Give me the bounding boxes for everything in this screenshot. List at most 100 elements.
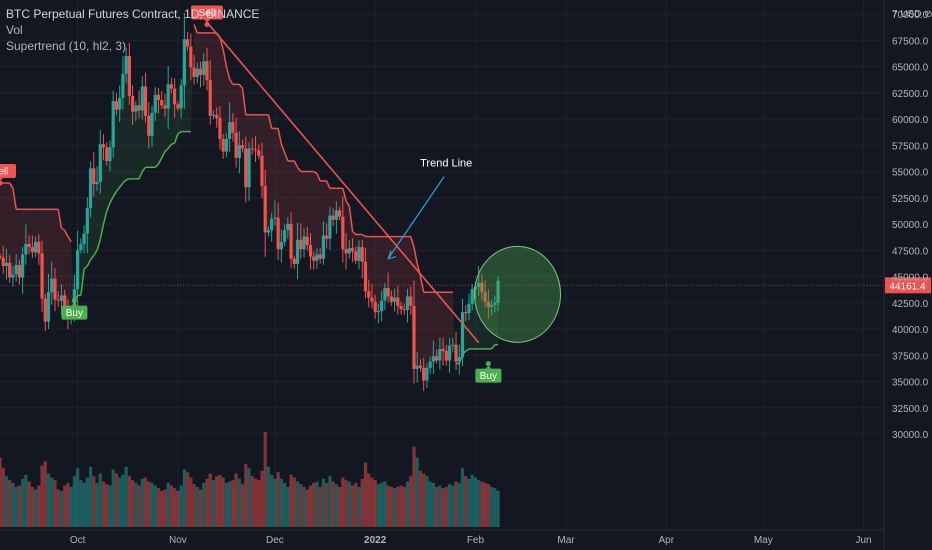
volume-bar: [179, 485, 183, 527]
candle-body: [33, 241, 38, 253]
candle-body: [221, 138, 225, 152]
candle-body: [315, 254, 319, 261]
candle-body: [328, 215, 332, 239]
supertrend-up-line: [80, 269, 85, 296]
sell-signal-label: Sell: [199, 8, 216, 19]
supertrend-fill: [116, 98, 120, 192]
candle-body: [98, 144, 102, 182]
candle-body: [0, 255, 2, 258]
supertrend-down-line: [342, 188, 347, 202]
candle-body: [228, 122, 232, 139]
candle-body: [105, 147, 109, 161]
volume-bar: [221, 477, 225, 527]
highlight-circle: [473, 245, 561, 343]
volume-bar: [312, 482, 316, 527]
indicator-legend-label[interactable]: Supertrend (10, hl2, 3): [6, 39, 127, 53]
candle-body: [295, 239, 300, 264]
supertrend-down-line: [283, 152, 289, 162]
supertrend-fill: [491, 302, 495, 349]
volume-bar: [244, 464, 248, 527]
volume-bar: [470, 474, 474, 527]
candle-body: [131, 95, 135, 112]
buy-signal-box: [61, 305, 88, 320]
candle-body: [173, 88, 177, 105]
supertrend-fill: [103, 147, 107, 224]
supertrend-fill: [407, 236, 411, 306]
candle-body: [76, 250, 80, 290]
supertrend-fill: [316, 173, 321, 259]
x-tick-label: Apr: [658, 535, 674, 546]
supertrend-up-line: [99, 223, 105, 240]
candle-body: [263, 186, 267, 233]
volume-bar: [27, 481, 31, 527]
supertrend-down-line: [313, 170, 318, 175]
y-tick-label: 67500.0: [892, 36, 929, 47]
supertrend-down-line: [238, 83, 244, 90]
candle-body: [43, 298, 47, 322]
volume-bar: [477, 480, 481, 527]
candle-body: [464, 312, 468, 314]
volume-bar: [192, 484, 196, 527]
volume-bar: [46, 473, 51, 527]
supertrend-down-line: [64, 229, 69, 237]
candle-body: [431, 356, 435, 362]
y-tick-label: 65000.0: [892, 63, 929, 74]
candle-body: [17, 264, 22, 278]
volume-legend-label[interactable]: Vol: [6, 23, 23, 37]
x-tick-label: Oct: [70, 535, 86, 546]
supertrend-fill: [32, 209, 36, 253]
supertrend-fill: [294, 161, 298, 264]
supertrend-down-line: [325, 180, 331, 189]
candle-body: [470, 289, 474, 304]
volume-bar: [270, 474, 274, 527]
volume-bar: [211, 480, 216, 527]
volume-bar: [299, 484, 303, 527]
volume-bar: [331, 481, 335, 527]
volume-bar: [367, 473, 371, 527]
supertrend-fill: [3, 183, 7, 266]
supertrend-fill: [93, 182, 98, 256]
volume-bar: [483, 482, 487, 527]
volume-bar: [273, 478, 277, 527]
volume-bar: [354, 482, 358, 527]
volume-bar: [231, 480, 235, 527]
supertrend-fill: [12, 188, 17, 275]
volume-bar: [444, 486, 448, 527]
candle-body: [59, 295, 64, 301]
volume-bar: [176, 490, 180, 527]
volume-bar: [92, 476, 96, 527]
candle-body: [240, 145, 245, 149]
candle-body: [331, 215, 335, 220]
volume-bar: [195, 486, 199, 527]
volume-bar: [363, 462, 368, 527]
candle-body: [438, 348, 442, 361]
candle-body: [121, 73, 125, 98]
supertrend-fill: [0, 183, 4, 266]
candle-body: [415, 365, 419, 369]
y-tick-label: 70000.0: [892, 10, 929, 21]
candle-body: [344, 249, 348, 254]
volume-bar: [289, 474, 293, 527]
supertrend-down-line: [9, 182, 14, 189]
volume-bar: [1, 468, 5, 527]
candle-body: [483, 292, 487, 302]
volume-bar: [473, 477, 478, 527]
volume-bar: [240, 484, 245, 527]
candle-body: [189, 46, 193, 68]
volume-bar: [376, 484, 381, 527]
volume-bar: [380, 482, 384, 527]
candle-body: [325, 235, 329, 239]
supertrend-up-line: [115, 186, 121, 192]
symbol-title[interactable]: BTC Perpetual Futures Contract, 1D, BINA…: [6, 7, 260, 21]
supertrend-fill: [401, 236, 405, 311]
volume-bar: [198, 489, 203, 527]
candle-body: [24, 243, 28, 255]
supertrend-fill: [197, 32, 201, 75]
volume-bar: [228, 481, 232, 527]
y-tick-label: 60000.0: [892, 115, 929, 126]
volume-bar: [205, 478, 209, 527]
candle-body: [260, 155, 264, 187]
volume-bar: [105, 484, 109, 527]
